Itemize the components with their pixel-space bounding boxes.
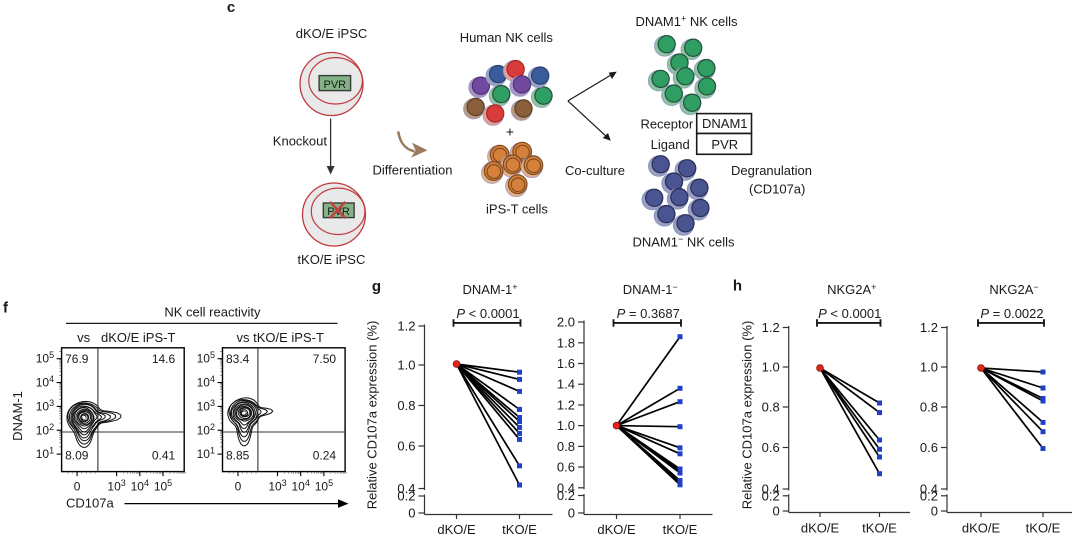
svg-text:f: f (3, 300, 9, 317)
svg-text:0.6: 0.6 (557, 460, 575, 475)
svg-text:dKO/E: dKO/E (801, 521, 840, 536)
svg-text:dKO/E: dKO/E (597, 522, 636, 537)
svg-text:0.8: 0.8 (762, 400, 780, 415)
svg-text:Ligand: Ligand (651, 137, 690, 152)
svg-text:1.2: 1.2 (397, 319, 415, 334)
svg-text:Relative CD107a expression (%): Relative CD107a expression (%) (740, 321, 755, 510)
svg-text:8.85: 8.85 (226, 449, 250, 463)
svg-text:1.2: 1.2 (557, 398, 575, 413)
svg-text:Receptor: Receptor (640, 117, 693, 132)
svg-text:dKO/E: dKO/E (962, 521, 1001, 536)
svg-text:0.24: 0.24 (313, 449, 337, 463)
svg-text:1.4: 1.4 (557, 377, 575, 392)
svg-text:Differentiation: Differentiation (373, 163, 453, 178)
svg-text:h: h (733, 278, 742, 295)
svg-text:PVR: PVR (711, 137, 738, 152)
svg-text:0.8: 0.8 (397, 398, 415, 413)
svg-text:0.4: 0.4 (762, 482, 780, 497)
svg-text:0.4: 0.4 (920, 482, 938, 497)
svg-text:14.6: 14.6 (152, 352, 176, 366)
svg-text:0.2: 0.2 (762, 488, 780, 503)
svg-text:1.0: 1.0 (397, 358, 415, 373)
svg-text:0.2: 0.2 (920, 488, 938, 503)
svg-text:+: + (506, 124, 514, 140)
svg-text:0.8: 0.8 (920, 400, 938, 415)
svg-text:P = 0.0022: P = 0.0022 (980, 306, 1043, 321)
svg-text:Degranulation: Degranulation (731, 163, 812, 178)
svg-text:0.6: 0.6 (397, 439, 415, 454)
svg-text:dKO/E: dKO/E (437, 522, 476, 537)
svg-text:DNAM-1: DNAM-1 (10, 391, 25, 441)
svg-text:1.2: 1.2 (920, 320, 938, 335)
svg-text:DNAM1: DNAM1 (702, 116, 748, 131)
svg-text:1.8: 1.8 (557, 335, 575, 350)
svg-text:83.4: 83.4 (226, 352, 250, 366)
svg-text:2.0: 2.0 (557, 315, 575, 330)
svg-text:(CD107a): (CD107a) (749, 182, 805, 197)
svg-text:c: c (227, 0, 235, 16)
svg-text:P < 0.0001: P < 0.0001 (456, 306, 519, 321)
svg-text:1.0: 1.0 (920, 360, 938, 375)
svg-text:0.6: 0.6 (920, 440, 938, 455)
svg-text:tKO/E iPSC: tKO/E iPSC (297, 252, 365, 267)
svg-text:0: 0 (408, 506, 415, 521)
svg-text:DNAM-1+: DNAM-1+ (462, 282, 517, 297)
svg-text:Relative CD107a expression (%): Relative CD107a expression (%) (365, 321, 380, 510)
svg-text:NKG2A+: NKG2A+ (827, 282, 876, 297)
svg-text:NK cell reactivity: NK cell reactivity (164, 305, 261, 320)
svg-text:DNAM1+ NK cells: DNAM1+ NK cells (635, 14, 738, 30)
svg-text:Co-culture: Co-culture (565, 163, 625, 178)
svg-text:7.50: 7.50 (313, 352, 337, 366)
svg-text:dKO/E iPSC: dKO/E iPSC (296, 26, 368, 41)
svg-text:76.9: 76.9 (65, 352, 89, 366)
svg-text:vs dKO/E iPS-T: vs dKO/E iPS-T (77, 330, 175, 345)
svg-text:Human NK cells: Human NK cells (460, 30, 554, 45)
svg-text:0.2: 0.2 (557, 488, 575, 503)
svg-text:1.2: 1.2 (762, 320, 780, 335)
svg-text:0.4: 0.4 (397, 481, 415, 496)
svg-text:0.4: 0.4 (557, 480, 575, 495)
svg-text:tKO/E: tKO/E (862, 521, 897, 536)
svg-text:iPS-T cells: iPS-T cells (486, 202, 548, 217)
svg-text:0: 0 (74, 480, 81, 494)
svg-text:1.0: 1.0 (557, 418, 575, 433)
svg-text:vs tKO/E iPS-T: vs tKO/E iPS-T (236, 330, 323, 345)
svg-text:8.09: 8.09 (65, 449, 89, 463)
svg-text:0: 0 (931, 504, 938, 519)
svg-text:DNAM-1−: DNAM-1− (623, 282, 678, 297)
svg-text:0: 0 (772, 504, 779, 519)
svg-text:tKO/E: tKO/E (502, 522, 537, 537)
svg-text:0: 0 (235, 480, 242, 494)
svg-text:P < 0.0001: P < 0.0001 (818, 306, 881, 321)
svg-text:1.0: 1.0 (762, 360, 780, 375)
svg-text:g: g (372, 278, 381, 295)
svg-text:0.41: 0.41 (152, 449, 176, 463)
svg-text:CD107a: CD107a (66, 496, 114, 511)
svg-text:0.6: 0.6 (762, 440, 780, 455)
svg-text:tKO/E: tKO/E (1026, 521, 1061, 536)
svg-text:DNAM1− NK cells: DNAM1− NK cells (632, 234, 735, 250)
svg-text:0.8: 0.8 (557, 439, 575, 454)
svg-text:tKO/E: tKO/E (663, 522, 698, 537)
svg-text:P = 0.3687: P = 0.3687 (617, 306, 680, 321)
svg-text:1.6: 1.6 (557, 356, 575, 371)
svg-text:PVR: PVR (323, 79, 346, 91)
svg-text:0: 0 (568, 506, 575, 521)
svg-text:NKG2A−: NKG2A− (989, 282, 1038, 297)
svg-text:0.2: 0.2 (397, 489, 415, 504)
svg-text:Knockout: Knockout (273, 134, 328, 149)
